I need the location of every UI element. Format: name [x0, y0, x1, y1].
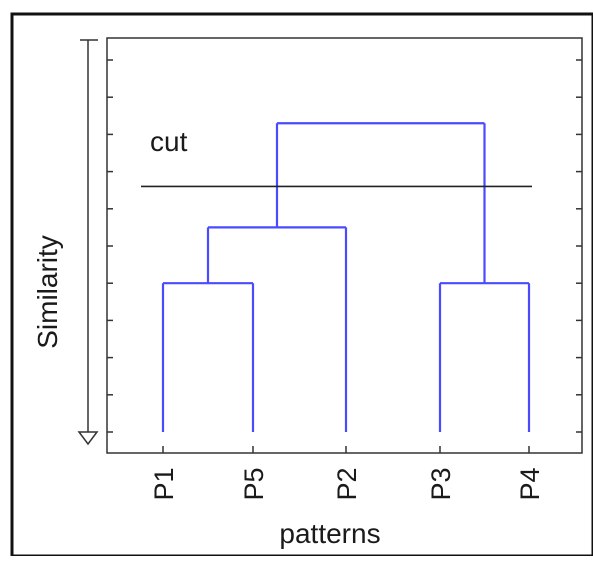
leaf-label-p4: P4 — [515, 467, 545, 500]
y-axis-label: Similarity — [32, 235, 63, 349]
leaf-label-p2: P2 — [332, 467, 362, 500]
plot-frame — [106, 37, 583, 454]
leaf-labels: P1 P5 P2 P3 P4 — [149, 467, 545, 500]
figure-border — [10, 12, 593, 558]
leaf-label-p1: P1 — [149, 467, 179, 500]
x-axis-label: patterns — [279, 518, 380, 549]
cut-label: cut — [150, 126, 188, 157]
arrow-head-icon — [77, 431, 99, 446]
leaf-label-p5: P5 — [239, 467, 269, 500]
axis-ticks — [107, 59, 582, 453]
leaf-label-p3: P3 — [426, 467, 456, 500]
dendrogram-branches — [161, 122, 531, 432]
similarity-arrow — [77, 39, 99, 446]
